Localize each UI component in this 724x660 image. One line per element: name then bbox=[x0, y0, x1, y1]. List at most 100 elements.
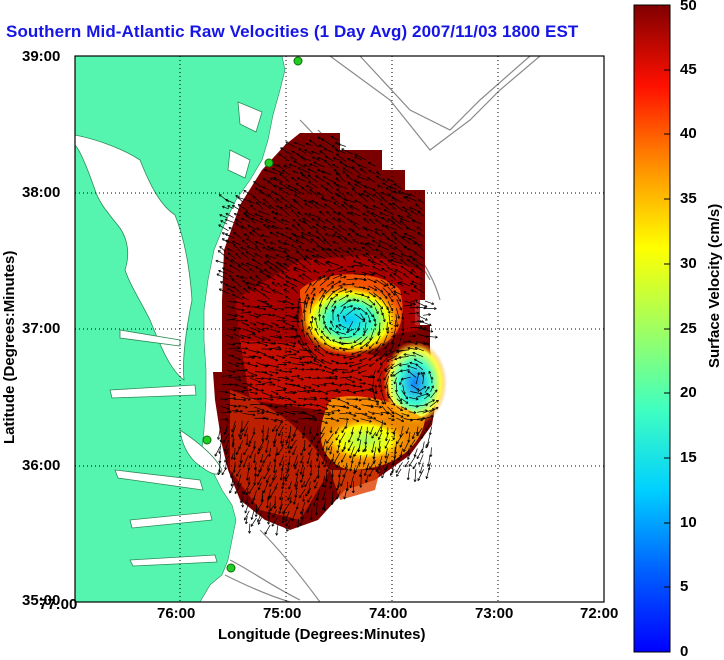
velocity-vector-head bbox=[322, 171, 325, 172]
y-tick-label: 37:00 bbox=[22, 320, 60, 337]
colorbar-tick-label: 10 bbox=[680, 514, 697, 531]
velocity-vector-head bbox=[231, 435, 232, 437]
velocity-vector-head bbox=[274, 421, 276, 422]
velocity-vector-head bbox=[337, 189, 339, 190]
velocity-vector-head bbox=[284, 165, 286, 166]
velocity-vector-head bbox=[307, 461, 308, 463]
velocity-vector-head bbox=[403, 274, 405, 275]
station-marker bbox=[203, 436, 211, 444]
velocity-vector-head bbox=[238, 197, 241, 198]
colorbar-tick-label: 40 bbox=[680, 125, 697, 142]
velocity-vector-head bbox=[347, 175, 349, 176]
velocity-vector-head bbox=[334, 202, 337, 203]
velocity-vector-head bbox=[344, 202, 346, 203]
velocity-vector-head bbox=[301, 453, 302, 456]
velocity-vector-head bbox=[385, 368, 386, 371]
velocity-vector-head bbox=[331, 197, 333, 198]
colorbar-tick-label: 45 bbox=[680, 61, 697, 78]
velocity-vector-head bbox=[216, 260, 219, 261]
velocity-vector-head bbox=[232, 279, 235, 280]
velocity-vector-head bbox=[289, 164, 291, 165]
velocity-vector-head bbox=[310, 351, 312, 352]
colorbar-label: Surface Velocity (cm/s) bbox=[706, 204, 723, 368]
velocity-vector bbox=[247, 434, 248, 445]
velocity-vector bbox=[410, 307, 419, 308]
velocity-vector-head bbox=[375, 228, 377, 229]
velocity-vector-head bbox=[298, 212, 300, 213]
velocity-vector-head bbox=[330, 353, 333, 354]
velocity-vector-head bbox=[381, 197, 384, 198]
velocity-vector-head bbox=[245, 408, 248, 409]
velocity-vector-head bbox=[401, 259, 404, 260]
velocity-vector-head bbox=[293, 464, 294, 467]
velocity-vector-head bbox=[426, 476, 427, 479]
velocity-vector bbox=[304, 440, 305, 451]
station-marker bbox=[294, 57, 302, 65]
x-tick-label: 76:00 bbox=[157, 605, 195, 622]
velocity-vector-head bbox=[330, 482, 331, 484]
station-marker bbox=[227, 564, 235, 572]
velocity-vector-head bbox=[318, 345, 320, 346]
velocity-vector-head bbox=[348, 182, 350, 183]
x-tick-label: 75:00 bbox=[263, 605, 301, 622]
velocity-vector-head bbox=[282, 319, 284, 320]
velocity-vector-head bbox=[316, 459, 317, 462]
y-axis-label: Latitude (Degrees:Minutes) bbox=[1, 251, 18, 444]
velocity-vector-head bbox=[310, 189, 312, 190]
velocity-vector-head bbox=[248, 338, 250, 339]
velocity-vector-head bbox=[420, 471, 421, 473]
velocity-vector-head bbox=[301, 380, 304, 381]
velocity-vector-head bbox=[258, 282, 260, 283]
velocity-vector-head bbox=[323, 288, 324, 291]
colorbar-tick-label: 20 bbox=[680, 384, 697, 401]
velocity-vector-head bbox=[324, 465, 325, 467]
x-tick-label: 73:00 bbox=[475, 605, 513, 622]
velocity-vector-head bbox=[365, 314, 367, 315]
velocity-vector-head bbox=[282, 358, 285, 359]
velocity-vector-head bbox=[353, 393, 356, 394]
x-tick-label: 74:00 bbox=[369, 605, 407, 622]
velocity-vector-head bbox=[341, 256, 343, 257]
velocity-vector-head bbox=[322, 448, 323, 451]
velocity-vector bbox=[235, 448, 236, 460]
velocity-vector-head bbox=[294, 201, 296, 202]
velocity-vector-head bbox=[263, 224, 266, 225]
velocity-vector-head bbox=[264, 262, 267, 263]
velocity-vector-head bbox=[437, 390, 438, 393]
velocity-vector-head bbox=[278, 332, 280, 333]
velocity-vector-head bbox=[276, 199, 278, 200]
velocity-vector-head bbox=[378, 333, 379, 335]
colorbar-tick-label: 30 bbox=[680, 255, 697, 272]
velocity-vector-head bbox=[246, 215, 248, 216]
velocity-vector-head bbox=[232, 429, 233, 432]
velocity-vector-head bbox=[236, 223, 238, 224]
y-tick-label: 38:00 bbox=[22, 184, 60, 201]
colorbar-tick-label: 15 bbox=[680, 449, 697, 466]
velocity-vector-head bbox=[358, 309, 360, 310]
velocity-vector-head bbox=[359, 431, 360, 434]
x-tick-label: 72:00 bbox=[580, 605, 618, 622]
velocity-vector-head bbox=[319, 366, 321, 367]
velocity-vector-head bbox=[353, 224, 355, 225]
velocity-vector-head bbox=[379, 299, 382, 300]
y-tick-label: 36:00 bbox=[22, 457, 60, 474]
station-marker bbox=[265, 159, 273, 167]
colorbar-tick-label: 0 bbox=[680, 643, 688, 660]
y-tick-label: 39:00 bbox=[22, 48, 60, 65]
velocity-vector-head bbox=[411, 269, 414, 270]
velocity-vector-head bbox=[243, 288, 245, 289]
velocity-vector-head bbox=[395, 238, 397, 239]
velocity-vector-head bbox=[329, 249, 331, 250]
velocity-vector-head bbox=[354, 248, 357, 249]
velocity-vector-head bbox=[320, 211, 322, 212]
velocity-vector-head bbox=[279, 337, 282, 338]
velocity-vector-head bbox=[410, 272, 413, 273]
velocity-vector-head bbox=[227, 409, 229, 410]
velocity-vector-head bbox=[296, 507, 297, 509]
colorbar-tick-label: 35 bbox=[680, 190, 697, 207]
velocity-vector-head bbox=[231, 457, 232, 460]
velocity-vector-head bbox=[232, 308, 234, 309]
velocity-vector-head bbox=[224, 449, 225, 451]
velocity-vector bbox=[283, 329, 295, 330]
